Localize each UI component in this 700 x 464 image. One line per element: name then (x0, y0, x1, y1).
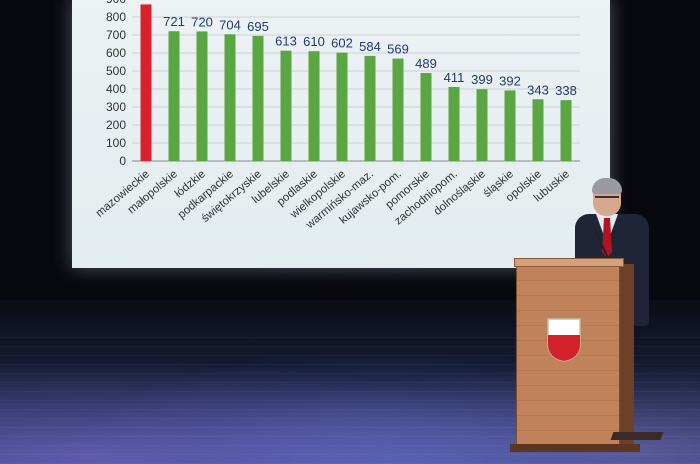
data-label: 721 (163, 14, 185, 29)
bar (308, 51, 320, 162)
y-tick-label: 200 (106, 118, 126, 132)
speaker-glasses (595, 196, 619, 203)
bar (448, 87, 460, 161)
bar (504, 90, 516, 161)
speaker-hair (592, 178, 622, 194)
speaker-tie (602, 218, 612, 258)
y-tick-label: 500 (106, 64, 126, 78)
data-label: 695 (247, 19, 269, 34)
data-label: 704 (219, 17, 241, 32)
podium-shadow (610, 432, 664, 440)
bar (476, 89, 488, 161)
data-label: 569 (387, 42, 409, 57)
y-tick-label: 400 (106, 82, 126, 96)
projection-screen: 0100200300400500600700800900mazowieckie7… (72, 0, 610, 268)
data-label: 720 (191, 14, 213, 29)
y-tick-label: 600 (106, 46, 126, 60)
y-tick-label: 700 (106, 28, 126, 42)
bar (336, 52, 348, 161)
data-label: 399 (471, 72, 493, 87)
coat-of-arms-icon (547, 318, 581, 362)
data-label: 343 (527, 82, 549, 97)
bar (140, 4, 152, 162)
bar (280, 50, 292, 161)
bar (392, 58, 404, 161)
bar (196, 31, 208, 162)
bar (252, 35, 264, 161)
bar (420, 72, 432, 161)
bar (532, 99, 544, 161)
data-label: 411 (444, 70, 465, 85)
data-label: 610 (303, 34, 325, 49)
bar (364, 55, 376, 161)
podium-side (620, 264, 634, 446)
data-label: 489 (415, 56, 437, 71)
data-label: 602 (331, 36, 353, 51)
bar (168, 31, 180, 161)
podium-top (514, 258, 624, 267)
data-label: 392 (499, 73, 521, 88)
podium-base (510, 444, 640, 452)
bar (560, 100, 572, 161)
bar-chart: 0100200300400500600700800900mazowieckie7… (94, 0, 580, 232)
y-tick-label: 100 (106, 136, 126, 150)
y-tick-label: 800 (106, 10, 126, 24)
data-label: 338 (555, 83, 577, 98)
bar (224, 34, 236, 161)
y-tick-label: 900 (106, 0, 126, 6)
y-tick-label: 0 (119, 154, 126, 168)
data-label: 584 (359, 39, 381, 54)
data-label: 613 (275, 34, 297, 49)
y-tick-label: 300 (106, 100, 126, 114)
